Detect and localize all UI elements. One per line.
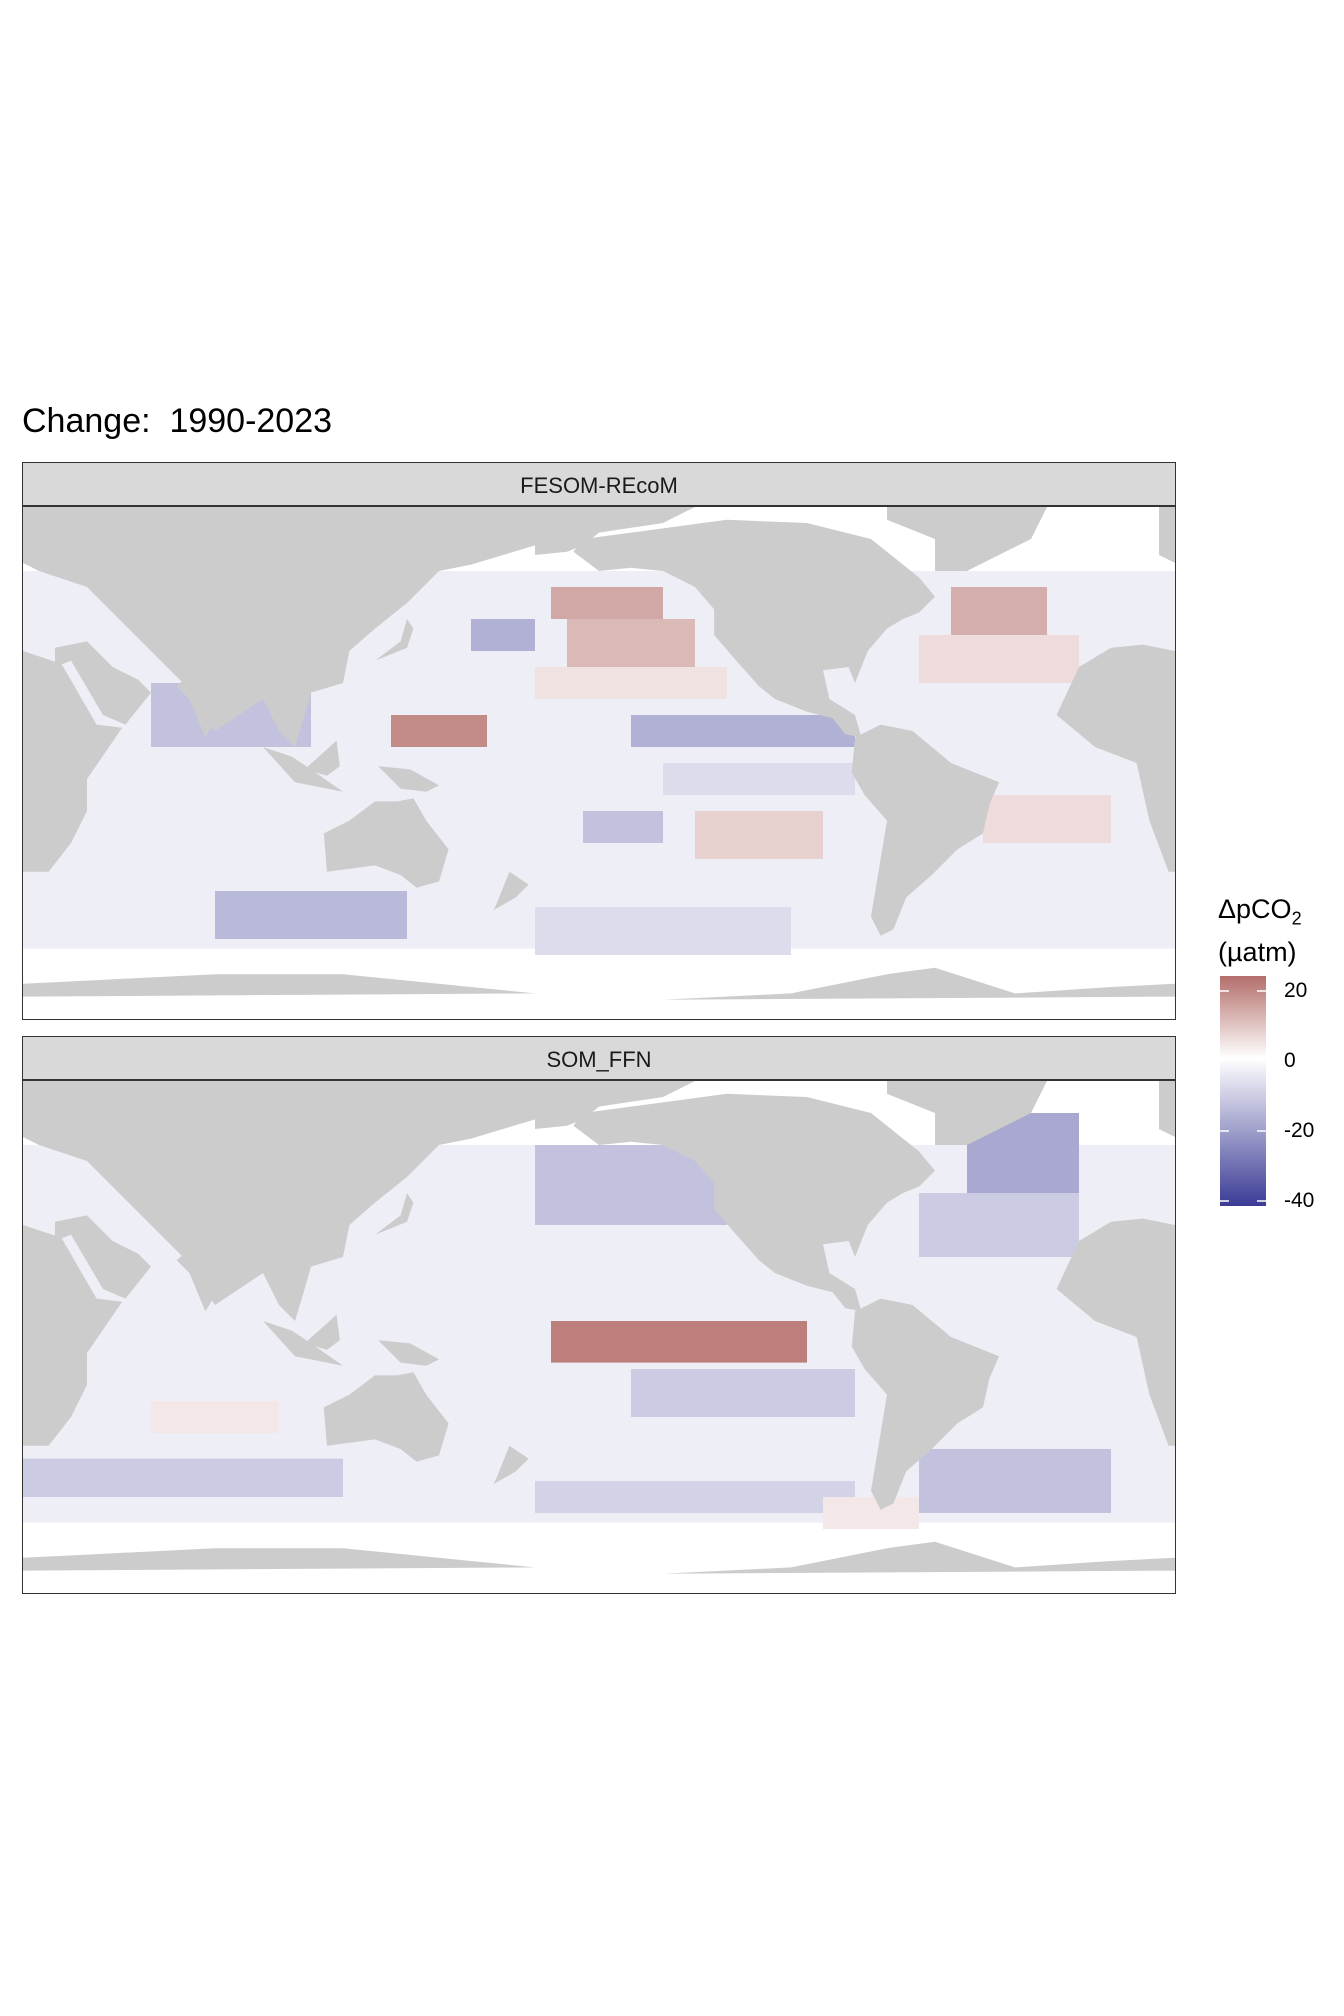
colorbar-gradient <box>1220 976 1266 1206</box>
land-mass <box>263 747 343 792</box>
legend-title-main: ΔpCO <box>1218 894 1292 924</box>
heatmap-cell <box>583 811 663 843</box>
facet-label: FESOM-REcoM <box>520 473 678 498</box>
heatmap-cell <box>391 715 487 747</box>
land-mass <box>573 1093 935 1312</box>
land-mass <box>375 619 414 661</box>
land-mass <box>304 1314 340 1350</box>
legend-tick-label: 0 <box>1284 1049 1296 1072</box>
legend-title-unit: (µatm) <box>1218 937 1297 968</box>
colorbar <box>1220 976 1266 1206</box>
heatmap-svg <box>23 507 1175 1019</box>
land-mass <box>378 1340 439 1366</box>
land-mass <box>535 1081 695 1129</box>
facet-panel-somffn: SOM_FFN <box>22 1036 1176 1596</box>
map-area <box>22 1080 1176 1594</box>
land-mass <box>23 1225 123 1446</box>
land-mass <box>1056 1218 1175 1446</box>
land-mass <box>887 1081 1047 1145</box>
heatmap-cell <box>551 587 663 619</box>
land-mass <box>1056 644 1175 872</box>
heatmap-cell <box>567 619 695 667</box>
land-mass <box>375 1193 414 1235</box>
legend-title: ΔpCO2 (µatm) <box>1218 892 1302 969</box>
land-mass <box>23 1081 535 1321</box>
heatmap-cell <box>919 1449 1111 1513</box>
land-mass <box>663 967 1175 1000</box>
map-area <box>22 506 1176 1020</box>
land-mass <box>304 740 340 776</box>
heatmap-cell <box>823 1497 919 1529</box>
heatmap-cell <box>951 587 1047 635</box>
heatmap-cell <box>535 907 791 955</box>
heatmap-cell <box>919 635 1079 683</box>
land-mass <box>176 667 247 738</box>
colorbar-legend: ΔpCO2 (µatm) 20 0 -20 -40 <box>1218 892 1338 1212</box>
land-mass <box>1159 1081 1175 1137</box>
land-mass <box>663 1541 1175 1574</box>
land-mass <box>573 519 935 738</box>
land-mass <box>851 724 999 936</box>
legend-tick-label: 20 <box>1284 979 1308 1002</box>
heatmap-cell <box>23 1458 343 1497</box>
heatmap-svg <box>23 1081 1175 1593</box>
heatmap-cell <box>551 1321 807 1363</box>
land-mass <box>23 1548 535 1593</box>
heatmap-cell <box>663 763 855 795</box>
land-mass <box>535 507 695 555</box>
heatmap-cell <box>695 811 823 859</box>
land-mass <box>493 1445 529 1485</box>
facet-panel-fesom: FESOM-REcoM <box>22 462 1176 1022</box>
land-mass <box>23 507 535 747</box>
legend-title-sub: 2 <box>1291 908 1302 929</box>
land-mass <box>23 974 535 1019</box>
heatmap-cell <box>631 715 855 747</box>
legend-tick-label: -40 <box>1284 1189 1315 1212</box>
heatmap-cell <box>535 1481 855 1513</box>
land-mass <box>887 507 1047 571</box>
land-mass <box>176 1241 247 1312</box>
heatmap-cell <box>535 667 727 699</box>
legend-tick-label: -20 <box>1284 1119 1315 1142</box>
land-mass <box>378 766 439 792</box>
facet-strip: SOM_FFN <box>22 1036 1176 1080</box>
land-mass <box>323 798 449 888</box>
heatmap-cell <box>919 1193 1079 1257</box>
heatmap-cell <box>631 1369 855 1417</box>
land-mass <box>493 871 529 911</box>
land-mass <box>1159 507 1175 563</box>
heatmap-cell <box>471 619 535 651</box>
land-mass <box>851 1298 999 1510</box>
land-mass <box>23 651 123 872</box>
land-mass <box>323 1372 449 1462</box>
heatmap-cell <box>983 795 1111 843</box>
facet-strip: FESOM-REcoM <box>22 462 1176 506</box>
facet-label: SOM_FFN <box>546 1047 652 1072</box>
heatmap-cell <box>151 1401 279 1433</box>
land-mass <box>55 641 151 725</box>
land-mass <box>263 1321 343 1366</box>
heatmap-cell <box>215 891 407 939</box>
figure-title: Change: 1990-2023 <box>22 402 333 440</box>
land-mass <box>55 1215 151 1299</box>
